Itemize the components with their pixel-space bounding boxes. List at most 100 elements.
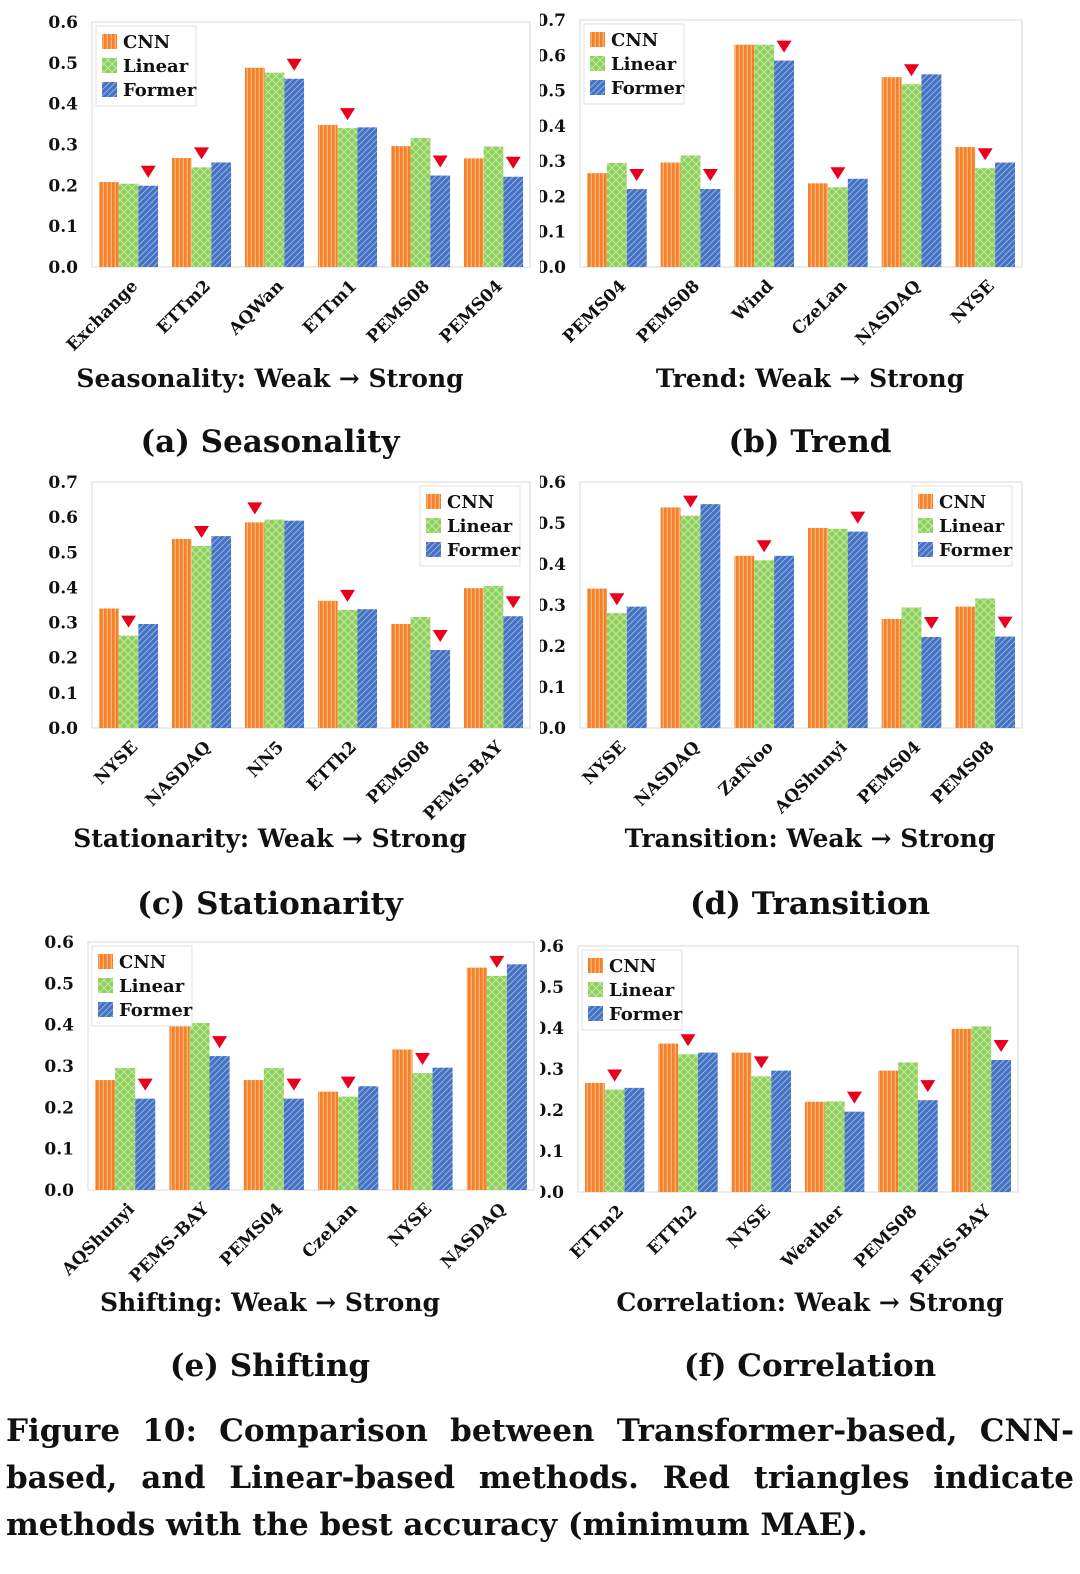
y-tick-label: 0.4 — [44, 1016, 74, 1036]
legend-swatch-cnn — [426, 494, 441, 509]
bar-cnn-nyse — [955, 147, 976, 267]
x-tick-label: NYSE — [947, 276, 999, 328]
x-tick-label: AQShunyi — [58, 1199, 139, 1280]
bar-former-nasdaq — [211, 536, 232, 728]
legend: CNN Linear Former — [91, 945, 193, 1027]
y-tick-label: 0.0 — [44, 1181, 74, 1201]
y-tick-label: 0.5 — [48, 54, 78, 74]
bar-former-nyse — [432, 1067, 453, 1190]
y-tick-label: 0.3 — [48, 614, 78, 634]
legend-label-cnn: CNN — [611, 30, 658, 51]
bar-linear-nasdaq — [901, 84, 922, 267]
bar-cnn-nasdaq — [881, 77, 902, 267]
y-tick-label: 0.6 — [540, 46, 566, 66]
bar-linear-pems08 — [898, 1062, 918, 1192]
legend-label-cnn: CNN — [123, 32, 170, 53]
legend-label-cnn: CNN — [609, 956, 656, 977]
bar-cnn-pems08 — [955, 606, 976, 728]
bar-cnn-nasdaq — [171, 538, 192, 728]
best-marker-triangle — [247, 502, 263, 515]
bar-cnn-nyse — [392, 1049, 413, 1190]
bar-cnn-weather — [804, 1101, 825, 1192]
legend-swatch-former — [918, 542, 933, 557]
x-tick-label: PEMS-BAY — [908, 1201, 996, 1284]
bar-linear-pems04 — [263, 1068, 284, 1190]
bar-cnn-pems-bay — [169, 1024, 190, 1190]
best-marker-triangle — [609, 593, 625, 606]
y-tick-label: 0.6 — [48, 13, 78, 33]
legend-label-cnn: CNN — [939, 492, 986, 513]
caption-trend: (b) Trend — [728, 424, 892, 460]
legend-swatch-linear — [918, 518, 933, 533]
legend-swatch-cnn — [590, 32, 605, 47]
bar-former-etth2 — [697, 1052, 718, 1192]
bar-linear-pems04 — [901, 607, 922, 728]
y-tick-label: 0.2 — [48, 649, 78, 669]
y-tick-label: 0.0 — [540, 258, 566, 278]
chart-correlation: 0.0 0.1 0.2 0.3 0.4 0.5 0.6 ETTm2 ETTh2 NYSE Weath… — [540, 924, 1080, 1384]
y-tick-label: 0.0 — [48, 719, 78, 739]
best-marker-triangle — [923, 616, 939, 629]
best-marker-triangle — [194, 147, 209, 160]
legend-swatch-former — [102, 82, 117, 97]
y-tick-label: 0.3 — [540, 1060, 564, 1080]
best-marker-triangle — [680, 1034, 696, 1047]
y-tick-label: 0.6 — [540, 937, 564, 957]
x-tick-label: ETTh2 — [644, 1201, 702, 1259]
best-marker-triangle — [753, 1056, 769, 1069]
x-axis-title-seasonality: Seasonality: Weak → Strong — [76, 364, 464, 393]
y-tick-label: 0.4 — [540, 117, 566, 137]
bar-former-zafnoo — [774, 555, 795, 728]
bar-linear-pems08 — [410, 616, 431, 728]
x-tick-label: NASDAQ — [437, 1199, 510, 1272]
x-axis-title-correlation: Correlation: Weak → Strong — [616, 1288, 1004, 1317]
chart-shifting: 0.0 0.1 0.2 0.3 0.4 0.5 0.6 AQShunyi PEMS-BAY PEM… — [0, 924, 540, 1384]
best-marker-triangle — [505, 596, 521, 609]
bar-cnn-exchange — [98, 182, 119, 267]
bar-former-wind — [774, 60, 795, 268]
chart-svg-correlation: 0.0 0.1 0.2 0.3 0.4 0.5 0.6 ETTm2 ETTh2 NYSE Weath… — [540, 937, 1019, 1284]
x-tick-label: Exchange — [63, 276, 142, 355]
bar-linear-czelan — [338, 1096, 359, 1190]
bar-linear-weather — [824, 1101, 845, 1192]
x-tick-label: NYSE — [579, 737, 631, 789]
y-tick-label: 0.2 — [540, 1101, 564, 1121]
bar-former-nyse — [138, 623, 159, 728]
best-marker-triangle — [993, 1039, 1009, 1052]
chart-svg-seasonality: 0.0 0.1 0.2 0.3 0.4 0.5 0.6 Exchange ETTm2 AQWan E… — [48, 13, 531, 356]
y-tick-label: 0.4 — [48, 95, 78, 115]
y-tick-label: 0.0 — [540, 719, 566, 739]
best-marker-triangle — [121, 615, 136, 628]
best-marker-triangle — [850, 511, 866, 524]
x-tick-label: AQWan — [224, 276, 288, 340]
best-marker-triangle — [432, 629, 448, 642]
bar-cnn-nasdaq — [660, 507, 681, 728]
bar-former-pems-bay — [991, 1059, 1012, 1192]
legend-label-linear: Linear — [611, 54, 677, 75]
legend-swatch-cnn — [98, 954, 113, 969]
x-axis-title-transition: Transition: Weak → Strong — [624, 824, 996, 853]
y-tick-label: 0.4 — [48, 578, 78, 598]
y-tick-label: 0.6 — [540, 473, 566, 493]
bar-linear-pems08 — [975, 598, 996, 728]
bar-cnn-pems-bay — [951, 1028, 972, 1192]
bar-former-czelan — [847, 178, 868, 267]
bar-former-aqshunyi — [847, 531, 868, 728]
legend: CNN Linear Former — [911, 485, 1013, 567]
bar-cnn-ettm2 — [171, 157, 192, 267]
y-tick-label: 0.5 — [48, 543, 78, 563]
bar-cnn-ettm1 — [317, 124, 338, 268]
x-tick-label: ZafNoo — [715, 737, 778, 800]
x-tick-label: Weather — [777, 1201, 849, 1273]
legend-label-linear: Linear — [123, 56, 189, 77]
legend-label-linear: Linear — [939, 516, 1005, 537]
y-tick-label: 0.1 — [540, 223, 566, 243]
best-marker-triangle — [702, 169, 718, 182]
bar-linear-nyse — [975, 168, 996, 267]
bar-cnn-pems08 — [390, 146, 411, 267]
y-tick-label: 0.2 — [540, 187, 566, 207]
legend-label-former: Former — [447, 540, 521, 561]
best-marker-triangle — [140, 165, 156, 178]
bar-cnn-zafnoo — [734, 555, 755, 728]
bar-former-pems04 — [503, 176, 524, 267]
